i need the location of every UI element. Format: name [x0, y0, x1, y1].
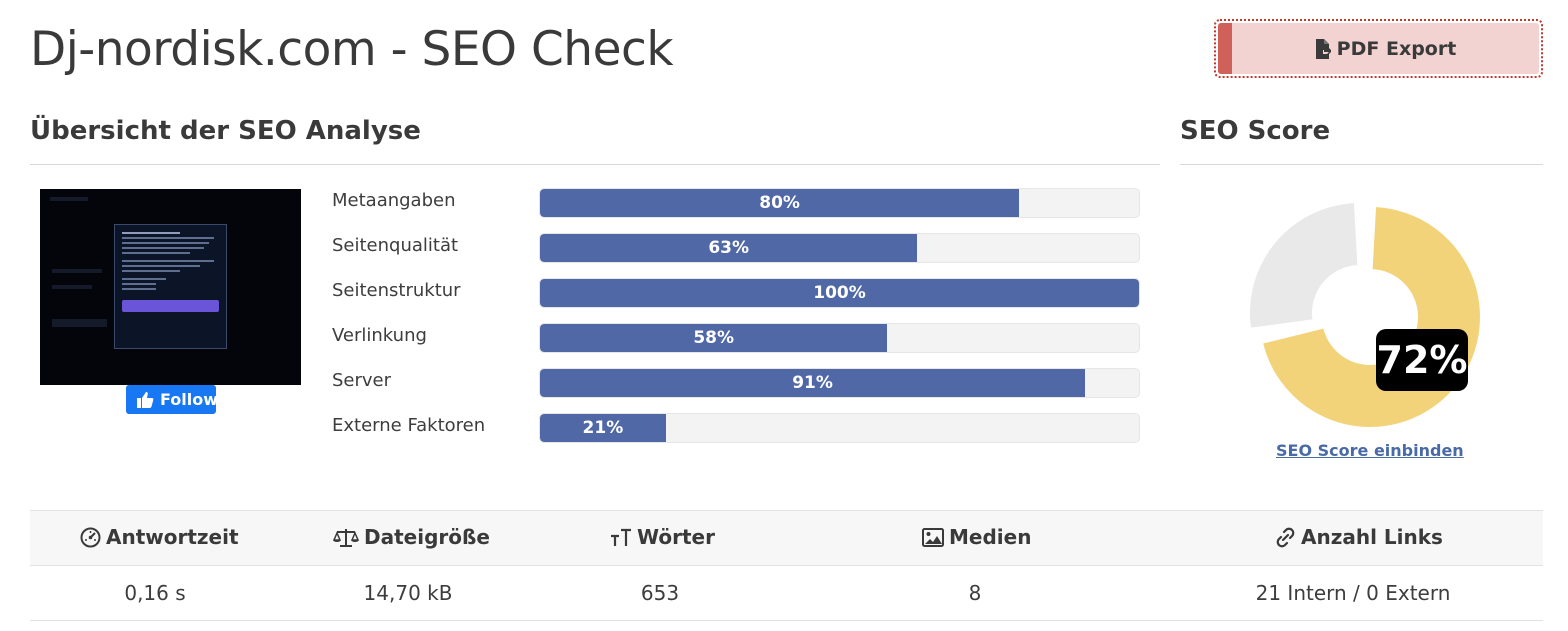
- website-thumbnail[interactable]: [40, 189, 301, 385]
- bar-label: Verlinkung: [332, 325, 427, 346]
- seo-score-value: 72%: [1376, 329, 1468, 391]
- stat-value-links: 21 Intern / 0 Extern: [1255, 581, 1451, 605]
- overview-divider: [30, 164, 1160, 165]
- balance-scale-icon: [333, 527, 359, 548]
- progress-bar-track: 58%: [539, 323, 1140, 353]
- stat-value-media: 8: [968, 581, 982, 605]
- bar-label: Server: [332, 370, 392, 391]
- page-title: Dj-nordisk.com - SEO Check: [30, 22, 674, 77]
- score-divider: [1180, 164, 1543, 165]
- seo-score-embed-link[interactable]: SEO Score einbinden: [1276, 441, 1464, 460]
- progress-bar-track: 80%: [539, 188, 1140, 218]
- score-heading: SEO Score: [1180, 116, 1331, 146]
- facebook-follow-button[interactable]: Follow: [126, 385, 216, 414]
- link-icon: [1275, 527, 1296, 548]
- progress-bar-track: 100%: [539, 278, 1140, 308]
- image-icon: [922, 527, 944, 547]
- text-height-icon: [610, 527, 632, 548]
- stats-bottom-border: [30, 620, 1543, 621]
- stat-value-response-time: 0,16 s: [124, 581, 186, 605]
- follow-label: Follow: [160, 390, 216, 409]
- stat-header-links: Anzahl Links: [1275, 525, 1443, 549]
- gauge-icon: [80, 527, 101, 548]
- stat-value-words: 653: [640, 581, 680, 605]
- bar-label: Externe Faktoren: [332, 415, 486, 436]
- stat-header-response-time: Antwortzeit: [80, 525, 239, 549]
- progress-bar-fill: 58%: [540, 324, 888, 352]
- progress-bar-track: 63%: [539, 233, 1140, 263]
- pdf-export-button[interactable]: PDF Export: [1214, 19, 1543, 78]
- stat-header-words: Wörter: [610, 525, 715, 549]
- overview-heading: Übersicht der SEO Analyse: [30, 116, 421, 146]
- progress-bar-fill: 91%: [540, 369, 1086, 397]
- bar-label: Seitenqualität: [332, 235, 459, 256]
- donut-slice-remaining: [1250, 203, 1358, 328]
- seo-score-donut: [1250, 200, 1480, 430]
- thumbs-up-icon: [136, 391, 154, 409]
- cookie-dialog-preview: [114, 224, 227, 349]
- progress-bar-track: 21%: [539, 413, 1140, 443]
- progress-bar-fill: 80%: [540, 189, 1020, 217]
- pdf-export-label: PDF Export: [1336, 37, 1457, 60]
- stat-header-file-size: Dateigröße: [333, 525, 490, 549]
- bar-label: Seitenstruktur: [332, 280, 461, 301]
- progress-bar-fill: 100%: [540, 279, 1139, 307]
- stat-value-file-size: 14,70 kB: [363, 581, 453, 605]
- progress-bar-track: 91%: [539, 368, 1140, 398]
- bar-label: Metaangaben: [332, 190, 456, 211]
- progress-bar-fill: 21%: [540, 414, 666, 442]
- file-export-icon: [1315, 38, 1331, 59]
- stat-header-media: Medien: [922, 525, 1031, 549]
- progress-bar-fill: 63%: [540, 234, 918, 262]
